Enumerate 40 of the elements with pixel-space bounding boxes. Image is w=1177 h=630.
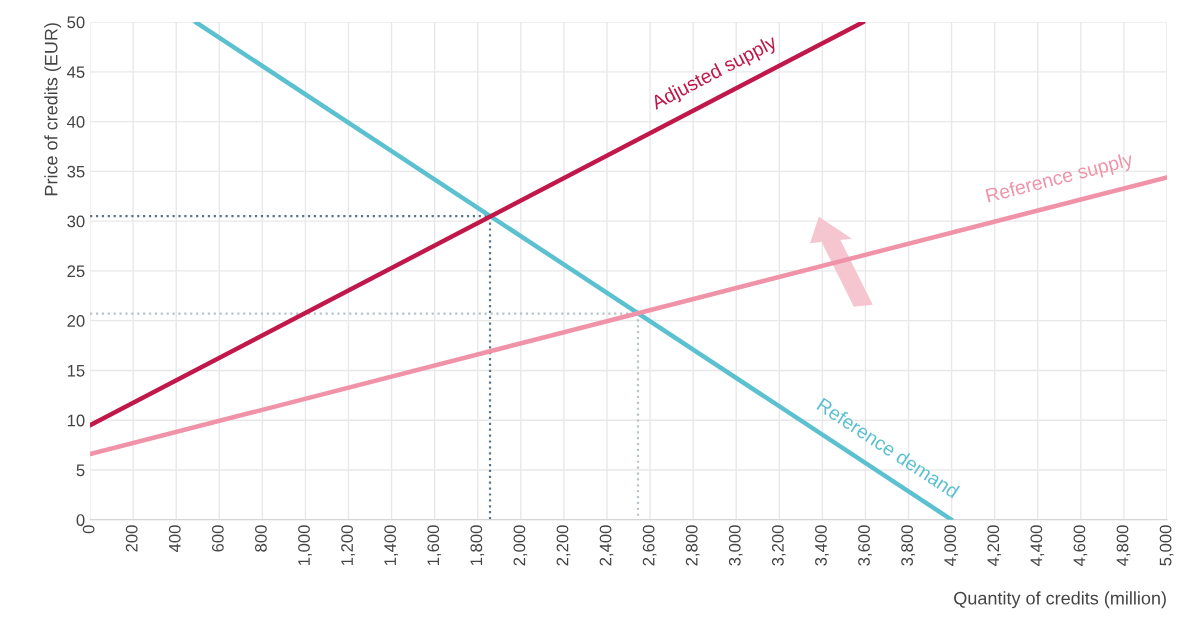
- x-tick-label: 2,000: [513, 525, 528, 566]
- x-tick-label: 1,000: [298, 525, 312, 566]
- y-tick-label: 25: [67, 265, 85, 278]
- x-tick-label: 1,600: [427, 525, 442, 566]
- y-tick-label: 0: [76, 514, 85, 526]
- x-tick-label: 2,800: [685, 525, 700, 566]
- y-tick-label: 35: [67, 165, 85, 178]
- x-tick-label: 600: [211, 525, 224, 552]
- x-tick-label: 0: [82, 525, 95, 534]
- text: Reference supply: [985, 151, 1135, 207]
- x-tick-label: 1,200: [341, 525, 355, 566]
- y-axis-title: Price of credits (EUR): [44, 23, 62, 196]
- x-tick-label: 3,600: [858, 525, 872, 566]
- x-tick-label: 3,800: [901, 525, 915, 566]
- x-tick-label: 3,000: [728, 525, 743, 566]
- y-tick-label: 20: [67, 315, 85, 327]
- x-tick-label: 3,400: [815, 525, 829, 566]
- x-tick-label: 200: [125, 525, 138, 552]
- x-tick-label: 2,400: [599, 525, 614, 566]
- x-tick-label: 4,800: [1116, 525, 1131, 566]
- x-axis-title: Quantity of credits (million): [954, 591, 1166, 609]
- y-tick-label: 40: [67, 115, 85, 128]
- x-tick-label: 4,000: [944, 525, 959, 566]
- x-tick-label: 800: [255, 525, 267, 552]
- x-tick-label: 3,200: [771, 525, 786, 566]
- x-tick-label: 4,200: [987, 525, 1002, 566]
- x-tick-label: 1,400: [384, 525, 399, 566]
- y-tick-label: 5: [76, 464, 85, 477]
- x-tick-label: 2,200: [556, 525, 571, 566]
- y-tick-label: 50: [67, 16, 85, 29]
- y-tick-label: 45: [67, 66, 85, 79]
- x-tick-label: 1,800: [470, 525, 485, 566]
- x-tick-label: 2,600: [642, 525, 657, 566]
- x-tick-label: 4,600: [1073, 525, 1088, 566]
- x-tick-label: 400: [168, 525, 181, 553]
- y-tick-label: 30: [67, 215, 85, 228]
- x-tick-label: 5,000: [1159, 525, 1174, 566]
- y-tick-label: 10: [67, 414, 85, 427]
- y-tick-label: 15: [67, 365, 85, 377]
- x-tick-label: 4,400: [1030, 525, 1045, 566]
